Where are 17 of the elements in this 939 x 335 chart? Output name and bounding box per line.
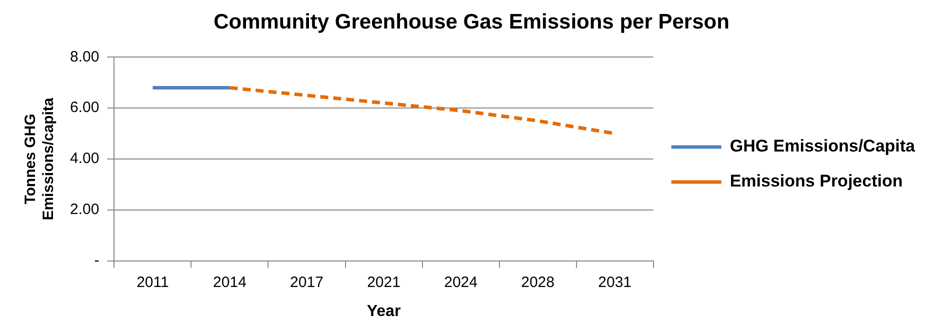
- y-tick-label: 2.00: [70, 201, 100, 218]
- y-tick-label: 4.00: [70, 150, 100, 168]
- legend-label: Emissions Projection: [730, 172, 903, 191]
- chart-title: Community Greenhouse Gas Emissions per Person: [214, 10, 730, 34]
- y-tick-label: -: [94, 252, 100, 269]
- x-tick-label: 2011: [136, 274, 169, 291]
- y-tick-label: 6.00: [70, 99, 100, 116]
- x-axis-title: Year: [366, 302, 401, 320]
- x-tick-label: 2031: [598, 274, 632, 291]
- legend-label: GHG Emissions/Capita: [730, 136, 916, 156]
- x-tick-label: 2021: [367, 274, 400, 291]
- x-tick-label: 2017: [290, 274, 324, 291]
- x-tick-label: 2028: [521, 274, 554, 291]
- x-tick-label: 2024: [444, 274, 478, 291]
- y-tick-label: 8.00: [70, 48, 100, 66]
- x-tick-label: 2014: [213, 274, 246, 291]
- y-axis-title: Tonnes GHG Emissions/capita: [22, 97, 58, 220]
